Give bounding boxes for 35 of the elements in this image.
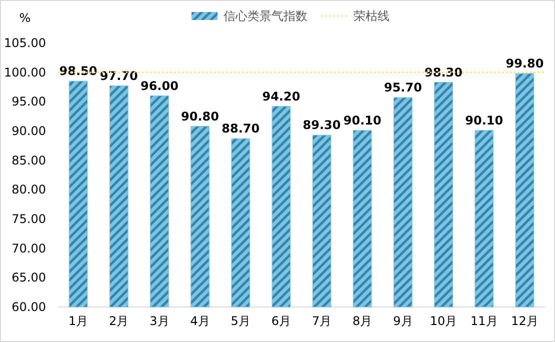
y-tick-label: 105.00 bbox=[4, 36, 46, 50]
y-tick-label: 60.00 bbox=[12, 300, 46, 314]
x-tick-label: 5月 bbox=[230, 314, 250, 328]
x-tick-label: 11月 bbox=[470, 314, 498, 328]
y-tick-label: 65.00 bbox=[12, 270, 46, 285]
data-label: 90.10 bbox=[465, 113, 504, 128]
x-tick-label: 12月 bbox=[511, 314, 538, 328]
data-label: 98.50 bbox=[59, 64, 98, 78]
data-label: 94.20 bbox=[262, 89, 300, 104]
x-tick-label: 8月 bbox=[352, 314, 372, 328]
x-tick-label: 4月 bbox=[190, 314, 210, 328]
legend-label: 荣枯线 bbox=[354, 9, 390, 23]
data-label: 90.80 bbox=[181, 109, 220, 124]
data-label: 88.70 bbox=[222, 122, 260, 136]
x-tick-label: 3月 bbox=[150, 314, 170, 328]
y-tick-label: 95.00 bbox=[12, 94, 46, 109]
x-tick-label: 7月 bbox=[312, 314, 332, 328]
data-label: 89.30 bbox=[302, 118, 341, 132]
legend-label: 信心类景气指数 bbox=[224, 9, 308, 23]
x-tick-label: 2月 bbox=[109, 314, 129, 328]
y-tick-label: 90.00 bbox=[12, 124, 46, 138]
y-tick-label: 85.00 bbox=[12, 153, 46, 168]
y-tick-label: 70.00 bbox=[12, 241, 46, 256]
data-label: 95.70 bbox=[384, 80, 422, 95]
x-tick-label: 1月 bbox=[68, 314, 88, 328]
data-label: 96.00 bbox=[140, 78, 178, 93]
data-label: 99.80 bbox=[506, 56, 544, 71]
y-tick-label: 80.00 bbox=[12, 182, 46, 197]
x-tick-label: 6月 bbox=[271, 314, 292, 328]
x-tick-label: 10月 bbox=[430, 314, 458, 328]
y-axis-title: % bbox=[19, 11, 31, 25]
data-label: 90.10 bbox=[343, 113, 382, 128]
y-tick-label: 75.00 bbox=[12, 212, 46, 226]
x-tick-label: 9月 bbox=[393, 314, 413, 328]
y-tick-label: 100.00 bbox=[4, 65, 46, 80]
